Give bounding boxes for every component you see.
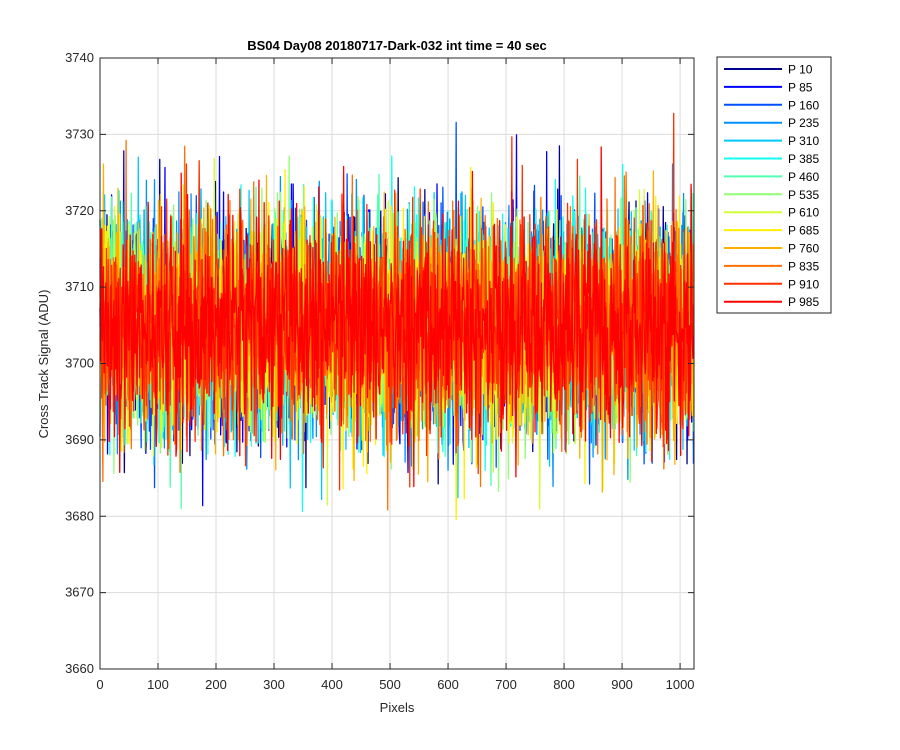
legend-label: P 85 [788,80,813,94]
legend-label: P 685 [788,224,819,238]
y-tick-label: 3690 [65,432,94,447]
legend-label: P 460 [788,170,819,184]
legend-label: P 535 [788,188,819,202]
y-tick-label: 3700 [65,356,94,371]
x-tick-label: 100 [147,677,169,692]
x-tick-label: 500 [379,677,401,692]
series-line-p985 [99,146,695,488]
legend-label: P 760 [788,242,819,256]
plot-area: 0 100 200 300 400 500 600 700 800 900 1000 3660 3670… [65,50,694,692]
y-tick-label: 3720 [65,203,94,218]
legend-label: P 910 [788,277,819,291]
y-tick-label: 3730 [65,126,94,141]
x-tick-label: 600 [437,677,459,692]
y-tick-label: 3660 [65,661,94,676]
legend-box [716,56,832,314]
x-tick-label: 400 [321,677,343,692]
axis-ticks: 0 100 200 300 400 500 600 700 800 900 1000 3660 3670… [65,50,694,692]
x-tick-label: 900 [611,677,633,692]
series-lines [99,112,695,521]
y-tick-label: 3710 [65,279,94,294]
legend-label: P 610 [788,206,819,220]
x-tick-label: 700 [495,677,517,692]
y-axis-label: Cross Track Signal (ADU) [36,290,51,439]
legend-label: P 310 [788,134,819,148]
chart-title: BS04 Day08 20180717-Dark-032 int time = … [247,38,547,53]
legend[interactable]: P 10 P 85 P 160 P 235 P 310 P 385 P 460 P 535 P … [716,56,832,314]
x-tick-label: 800 [553,677,575,692]
x-tick-label: 0 [96,677,103,692]
x-tick-label: 200 [205,677,227,692]
x-axis-label: Pixels [380,700,415,715]
legend-label: P 10 [788,63,813,77]
legend-label: P 985 [788,295,819,309]
y-tick-label: 3740 [65,50,94,65]
y-tick-label: 3680 [65,508,94,523]
y-tick-label: 3670 [65,585,94,600]
legend-label: P 835 [788,259,819,273]
legend-label: P 235 [788,116,819,130]
x-tick-label: 1000 [666,677,695,692]
x-tick-label: 300 [263,677,285,692]
legend-label: P 160 [788,98,819,112]
legend-label: P 385 [788,152,819,166]
